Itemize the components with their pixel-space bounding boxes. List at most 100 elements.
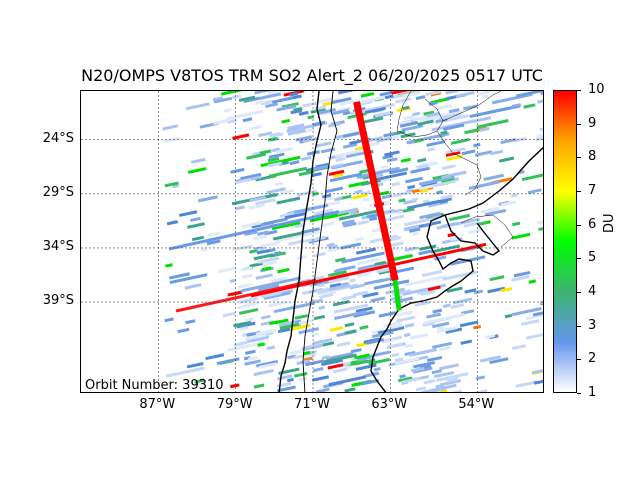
so2-retrieval-pixel (268, 152, 285, 159)
so2-retrieval-pixel (504, 313, 513, 319)
so2-retrieval-pixel (315, 105, 327, 111)
bolivia-border (396, 91, 444, 138)
so2-retrieval-pixel (243, 96, 260, 104)
longitude-label: 87°W (139, 397, 176, 412)
so2-retrieval-pixel (355, 306, 373, 313)
so2-retrieval-pixel (431, 369, 442, 375)
so2-retrieval-pixel (405, 275, 447, 287)
so2-retrieval-pixel (426, 355, 443, 363)
so2-retrieval-pixel (370, 296, 386, 303)
so2-retrieval-pixel (252, 234, 268, 241)
so2-retrieval-pixel (249, 195, 267, 203)
so2-retrieval-pixel (407, 184, 416, 190)
so2-retrieval-pixel (230, 383, 240, 389)
so2-retrieval-pixel (169, 273, 208, 285)
so2-retrieval-pixel (254, 91, 275, 95)
so2-retrieval-pixel (287, 377, 294, 383)
so2-retrieval-pixel (410, 166, 431, 174)
so2-retrieval-pixel (259, 149, 272, 155)
so2-retrieval-pixel (450, 137, 470, 145)
so2-retrieval-pixel (267, 156, 280, 163)
so2-retrieval-pixel (373, 279, 410, 290)
so2-retrieval-pixel (244, 349, 256, 355)
so2-retrieval-pixel (434, 104, 452, 111)
so2-retrieval-pixel (417, 119, 434, 126)
so2-retrieval-pixel (295, 135, 313, 142)
so2-retrieval-pixel (247, 355, 258, 361)
colorbar-tick-label: 2 (588, 351, 597, 367)
so2-retrieval-pixel (332, 367, 348, 374)
so2-retrieval-pixel (360, 92, 375, 98)
so2-retrieval-pixel (230, 167, 245, 174)
so2-retrieval-pixel (413, 360, 436, 369)
so2-retrieval-pixel (321, 355, 330, 360)
so2-retrieval-pixel (433, 179, 456, 188)
so2-retrieval-pixel (520, 319, 540, 326)
so2-retrieval-pixel (333, 173, 344, 179)
colorbar-tick-label: 3 (588, 317, 597, 333)
colorbar-tick (577, 90, 581, 91)
so2-retrieval-pixel (474, 150, 493, 157)
so2-retrieval-pixel (446, 154, 463, 162)
so2-plume-track (353, 101, 402, 311)
so2-retrieval-pixel (403, 225, 420, 232)
so2-retrieval-pixel (397, 376, 413, 383)
colorbar-tick (577, 258, 581, 260)
so2-retrieval-pixel (276, 147, 294, 154)
so2-retrieval-pixel (484, 333, 496, 339)
so2-retrieval-pixel (342, 221, 357, 228)
so2-retrieval-pixel (335, 156, 346, 162)
so2-retrieval-pixel (336, 207, 359, 215)
so2-retrieval-pixel (303, 352, 317, 359)
so2-retrieval-pixel (306, 150, 320, 156)
so2-retrieval-pixel (442, 303, 451, 309)
so2-retrieval-pixel (281, 118, 291, 124)
so2-retrieval-pixel (234, 177, 252, 185)
so2-retrieval-pixel (256, 248, 270, 255)
so2-retrieval-pixel (354, 358, 376, 366)
colorbar-tick (577, 292, 581, 293)
so2-retrieval-pixel (287, 128, 306, 136)
so2-retrieval-pixel (342, 131, 360, 139)
so2-retrieval-pixel (255, 99, 266, 105)
so2-retrieval-pixel (342, 142, 358, 149)
so2-retrieval-pixel (439, 346, 451, 352)
so2-retrieval-pixel (248, 203, 266, 210)
so2-retrieval-pixel (315, 141, 332, 148)
colorbar-tick (577, 123, 581, 125)
so2-retrieval-pixel (398, 119, 412, 126)
so2-retrieval-pixel (271, 221, 301, 231)
so2-retrieval-pixel (238, 296, 259, 304)
so2-retrieval-pixel (332, 300, 350, 307)
so2-retrieval-pixel (317, 97, 333, 104)
so2-retrieval-pixel (440, 130, 448, 135)
so2-retrieval-pixel (391, 91, 421, 95)
so2-retrieval-pixel (333, 268, 341, 274)
so2-retrieval-pixel (327, 122, 341, 128)
so2-retrieval-pixel (302, 350, 311, 356)
so2-retrieval-pixel (404, 246, 418, 252)
so2-retrieval-pixel (435, 190, 443, 195)
colorbar-tick-label: 9 (588, 115, 597, 131)
so2-retrieval-pixel (277, 327, 291, 334)
so2-retrieval-pixel (376, 267, 391, 274)
so2-retrieval-pixel (338, 208, 383, 221)
so2-retrieval-pixel (417, 157, 427, 163)
so2-retrieval-pixel (364, 106, 386, 115)
so2-retrieval-pixel (280, 189, 294, 195)
so2-retrieval-pixel (450, 236, 458, 242)
so2-retrieval-pixel (500, 200, 517, 207)
so2-retrieval-pixel (410, 366, 425, 373)
so2-retrieval-pixel (327, 363, 344, 370)
so2-retrieval-pixel (356, 355, 374, 362)
so2-retrieval-pixel (179, 210, 198, 217)
colorbar-tick-label: 10 (588, 82, 605, 97)
so2-retrieval-pixel (272, 231, 304, 241)
so2-retrieval-pixel (412, 231, 420, 236)
so2-retrieval-pixel (409, 333, 429, 340)
so2-retrieval-pixel (363, 116, 384, 124)
so2-retrieval-pixel (355, 247, 377, 255)
so2-retrieval-pixel (258, 362, 278, 369)
so2-retrieval-pixel (242, 273, 253, 279)
so2-retrieval-pixel (331, 160, 363, 170)
